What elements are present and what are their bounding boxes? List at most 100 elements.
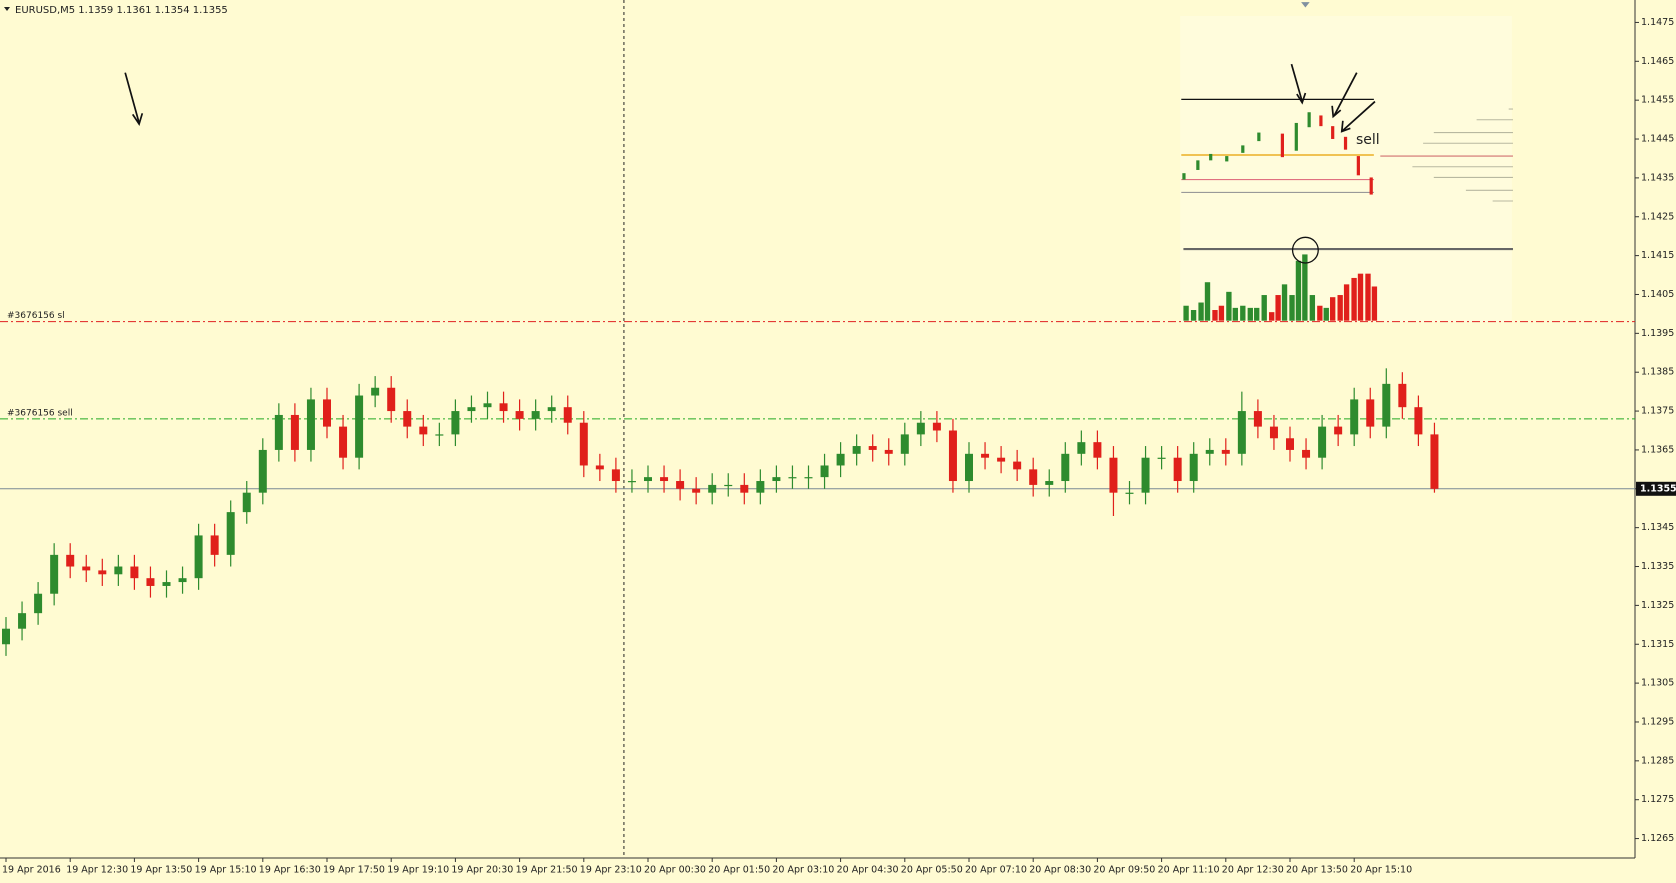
candle-body	[66, 554, 75, 567]
y-tick-label: 1.1315	[1641, 639, 1674, 650]
candle-body	[1109, 457, 1118, 493]
candle-body	[1125, 492, 1134, 494]
y-tick-label: 1.1475	[1641, 17, 1674, 28]
inset-picture	[124, 2, 1513, 322]
candle-body	[1269, 426, 1278, 439]
candle-body	[965, 453, 973, 482]
candle-body	[997, 457, 1006, 462]
x-tick-label: 20 Apr 07:10	[965, 865, 1027, 876]
x-tick-label: 19 Apr 16:30	[259, 865, 321, 876]
candle-body	[981, 453, 990, 458]
candle-body	[1398, 383, 1407, 408]
y-tick-label: 1.1385	[1641, 367, 1674, 378]
candle-body	[1237, 411, 1246, 454]
candle-body	[50, 554, 59, 594]
y-tick-label: 1.1335	[1641, 561, 1674, 572]
candle-body	[194, 535, 203, 579]
candle-body	[306, 399, 315, 450]
y-tick-label: 1.1395	[1641, 328, 1674, 339]
y-tick-label: 1.1345	[1641, 522, 1674, 533]
candle-body	[756, 481, 765, 493]
candle-body	[531, 411, 540, 419]
inset-volume	[1183, 254, 1378, 321]
candle-body	[178, 578, 187, 583]
x-tick-label: 20 Apr 09:50	[1093, 865, 1155, 876]
candle-body	[2, 628, 10, 645]
candle-body	[708, 484, 717, 493]
y-tick-label: 1.1375	[1641, 406, 1674, 417]
candle-body	[483, 403, 492, 408]
candle-body	[1334, 426, 1343, 435]
candle-body	[836, 453, 845, 466]
y-tick-label: 1.1435	[1641, 172, 1674, 183]
x-tick-label: 19 Apr 17:50	[323, 865, 385, 876]
header-marker	[4, 7, 10, 11]
candle-body	[499, 403, 508, 412]
candle-body	[226, 512, 235, 555]
candle-body	[387, 387, 396, 412]
candle-body	[162, 582, 171, 586]
candle-body	[1253, 411, 1262, 427]
candle-body	[371, 387, 380, 396]
candle-body	[242, 492, 251, 513]
x-tick-label: 19 Apr 23:10	[580, 865, 642, 876]
candle-body	[611, 469, 620, 482]
candle-body	[804, 477, 813, 479]
inset-circle	[1291, 236, 1319, 264]
candle-body	[323, 399, 331, 427]
candle-body	[1077, 442, 1086, 454]
candle-body	[932, 422, 941, 431]
candle-body	[18, 613, 27, 629]
candle-body	[274, 414, 283, 450]
y-tick-label: 1.1415	[1641, 250, 1674, 261]
y-tick-label: 1.1445	[1641, 134, 1674, 145]
x-tick-label: 19 Apr 15:10	[195, 865, 257, 876]
x-tick-label: 20 Apr 00:30	[644, 865, 706, 876]
price-box	[1636, 481, 1676, 496]
candle-body	[1382, 383, 1391, 427]
y-tick-label: 1.1325	[1641, 600, 1674, 611]
y-tick-label: 1.1425	[1641, 211, 1674, 222]
candle-body	[258, 449, 267, 493]
candle-body	[852, 446, 861, 454]
candle-body	[547, 407, 556, 412]
x-tick-label: 20 Apr 05:50	[901, 865, 963, 876]
candle-body	[419, 426, 428, 435]
candle-body	[579, 422, 588, 466]
candle-body	[868, 446, 877, 450]
order-level-label: #3676156 sell	[7, 408, 73, 418]
y-tick-label: 1.1295	[1641, 716, 1674, 727]
candle-body	[451, 411, 460, 435]
inset-arrows	[1290, 63, 1376, 133]
candle-body	[467, 407, 476, 412]
y-tick-label: 1.1455	[1641, 95, 1674, 106]
x-tick-label: 19 Apr 2016	[2, 865, 61, 876]
y-tick-label: 1.1405	[1641, 289, 1674, 300]
candle-body	[676, 481, 685, 489]
candle-body	[1302, 449, 1311, 458]
x-tick-label: 19 Apr 19:10	[387, 865, 449, 876]
candle-body	[1366, 399, 1375, 427]
x-tick-label: 20 Apr 13:50	[1286, 865, 1348, 876]
candle-body	[563, 407, 572, 423]
inset-note: sell	[1356, 132, 1380, 148]
candle-body	[916, 422, 925, 435]
candle-body	[1061, 453, 1070, 482]
candle-body	[1318, 426, 1327, 458]
candle-body	[900, 434, 909, 454]
candle-body	[1157, 457, 1166, 459]
candle-body	[1286, 438, 1294, 450]
candle-body	[515, 411, 524, 419]
x-tick-label: 20 Apr 03:10	[772, 865, 834, 876]
candle-body	[1189, 453, 1198, 482]
candle-body	[740, 484, 749, 493]
candle-body	[772, 477, 781, 482]
candle-body	[146, 578, 155, 586]
inset-bg	[1180, 16, 1512, 322]
candle-body	[339, 426, 348, 458]
candle-body	[1093, 442, 1102, 458]
order-level-label: #3676156 sl	[7, 311, 65, 321]
candle-body	[627, 481, 636, 483]
y-tick-label: 1.1465	[1641, 56, 1674, 67]
